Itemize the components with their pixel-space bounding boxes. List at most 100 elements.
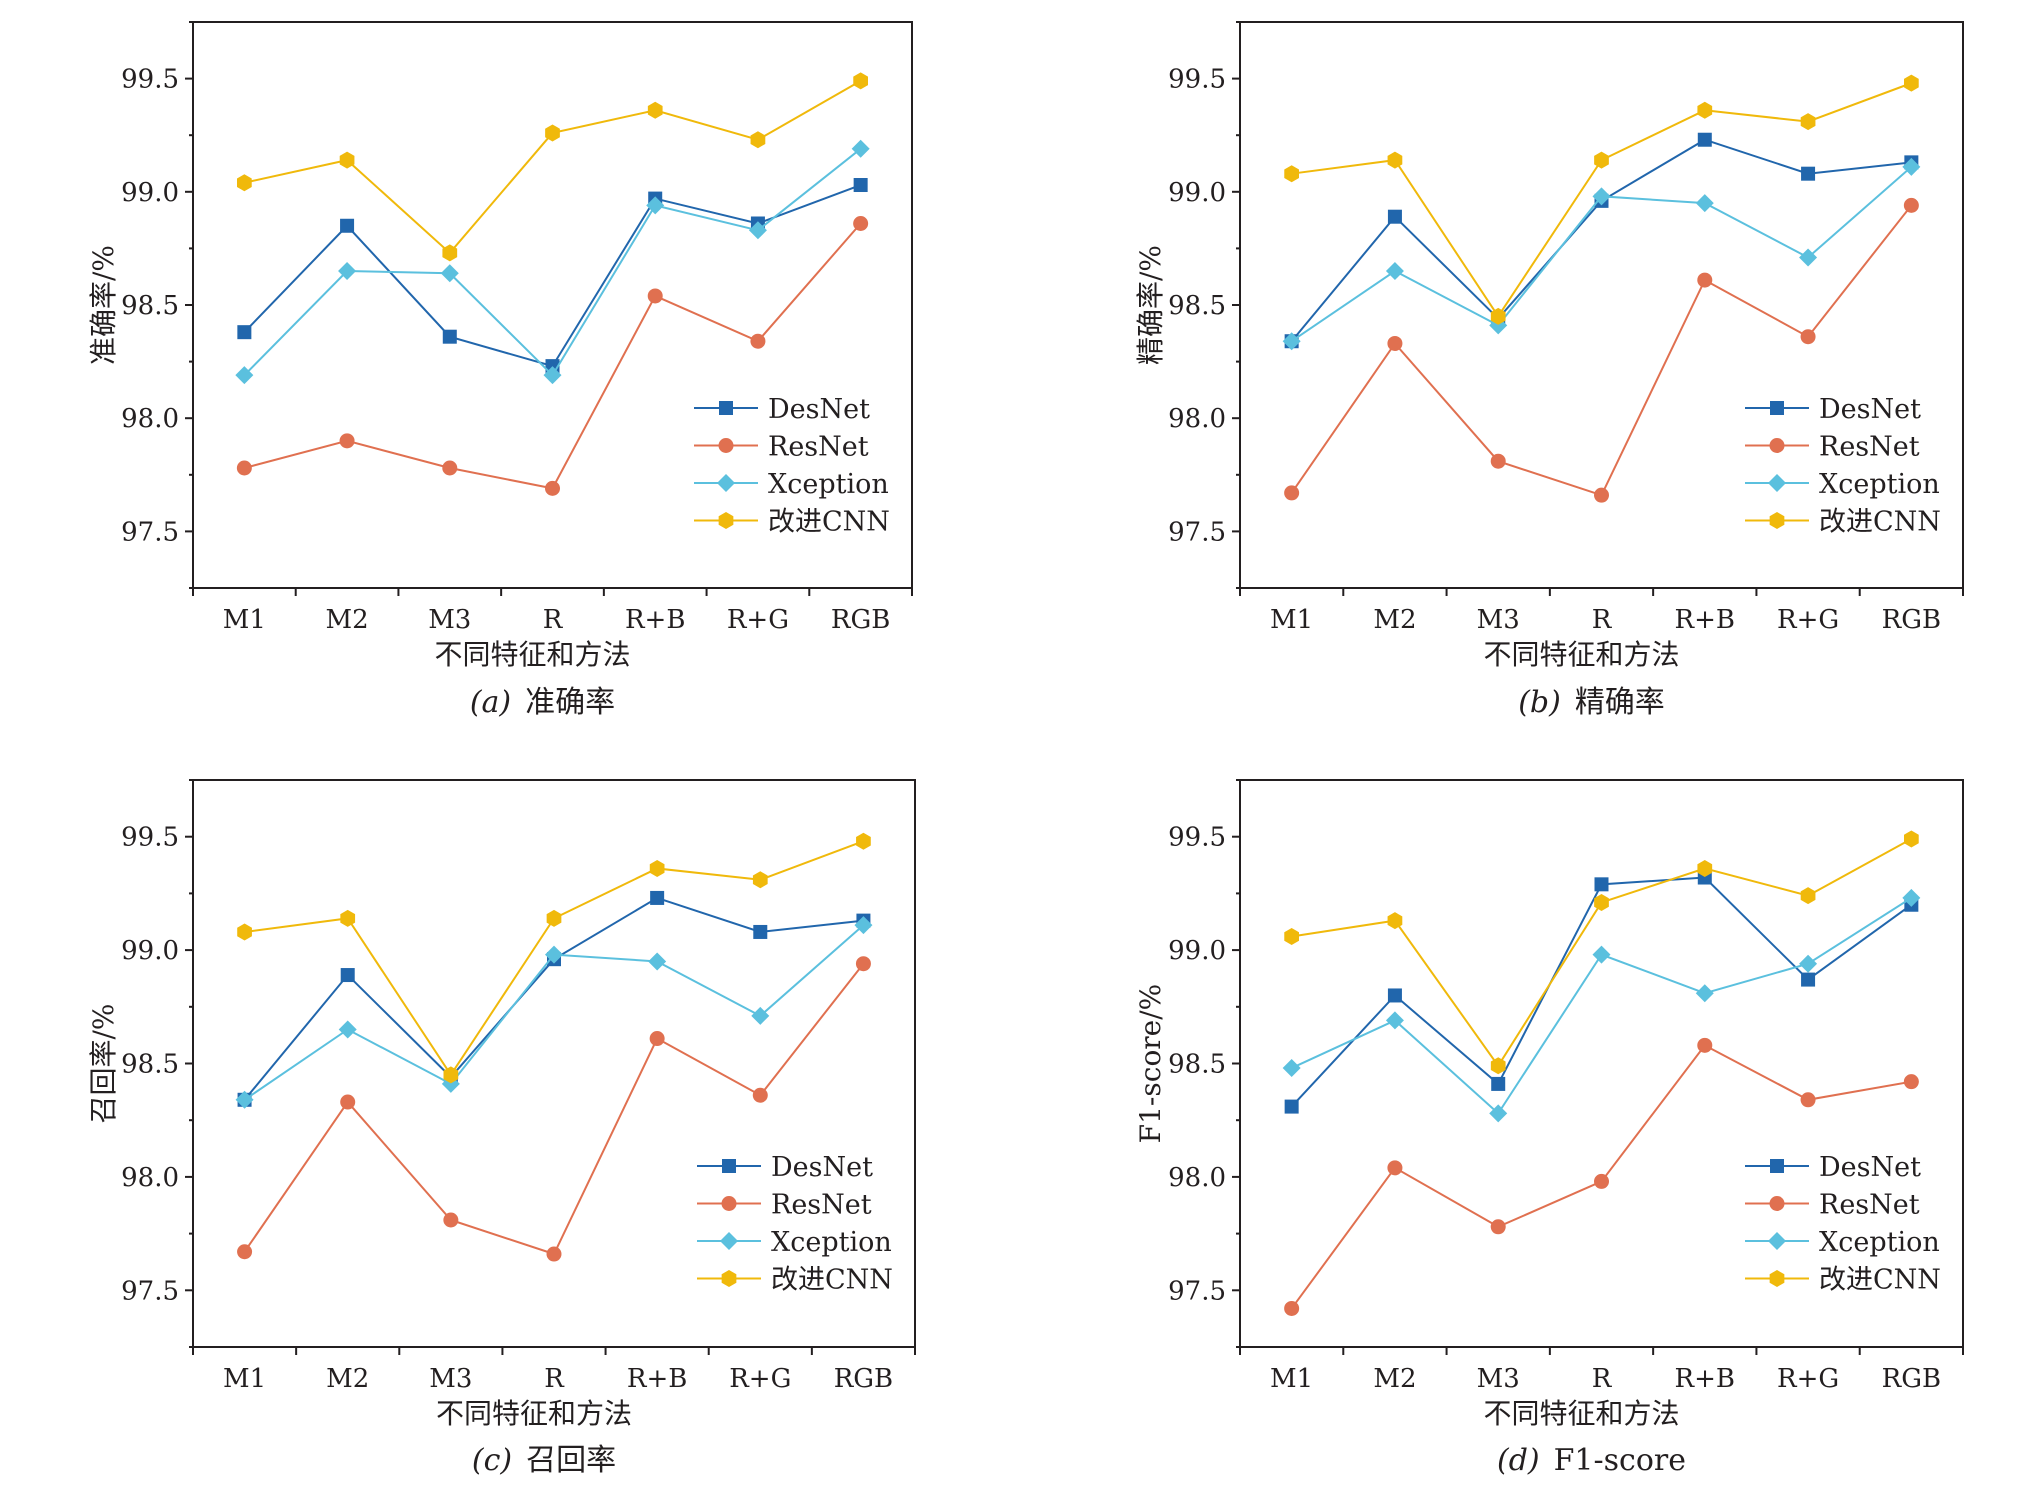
chart-panel-2: 97.5 98.0 98.5 99.0 99.5 M1 M2 M3 R R+B R+G RGB 不同特征… (1134, 21, 1964, 720)
x-tick-label: R (543, 605, 564, 635)
y-axis-title: 精确率/% (1134, 245, 1167, 365)
plot-frame (1239, 779, 1964, 1348)
data-point-Xception (1799, 248, 1818, 267)
data-point-改进CNN (1697, 101, 1713, 119)
x-tick-label: M2 (325, 605, 368, 635)
data-point-改进CNN (545, 124, 560, 142)
y-tick-label: 98.0 (121, 1163, 179, 1193)
legend-marker (721, 1270, 737, 1287)
x-tick-label: R (1592, 605, 1613, 635)
y-tick-label: 99.5 (121, 823, 179, 853)
x-tick-label: R+B (625, 605, 685, 635)
legend-label: Xception (1819, 469, 1940, 500)
x-tick-label: R+G (1777, 605, 1839, 635)
y-axis-title: F1-score/% (1134, 984, 1167, 1144)
data-point-Xception (1385, 262, 1404, 281)
data-point-ResNet (1594, 1173, 1609, 1189)
data-point-DesNet (1801, 166, 1816, 181)
data-point-DesNet (650, 890, 665, 905)
data-point-ResNet (855, 956, 871, 972)
x-tick-label: R+B (627, 1364, 687, 1394)
x-tick-label: R+B (1675, 1364, 1735, 1394)
data-point-ResNet (236, 460, 252, 476)
data-point-Xception (235, 366, 254, 385)
data-point-改进CNN (1904, 830, 1919, 848)
legend-label: DesNet (771, 1152, 873, 1183)
data-point-改进CNN (853, 72, 868, 90)
x-tick-label: R+G (1777, 1364, 1839, 1394)
legend-label: DesNet (1819, 394, 1921, 425)
x-tick-label: M3 (428, 605, 471, 635)
legend-label: DesNet (768, 394, 870, 425)
data-point-改进CNN (856, 832, 871, 850)
legend-label: Xception (1819, 1227, 1940, 1258)
x-axis-title: 不同特征和方法 (1483, 638, 1679, 671)
caption: (d) F1-score (1497, 1443, 1686, 1478)
series-line-改进CNN (244, 79, 862, 255)
x-tick-label: R+G (727, 605, 789, 635)
legend-marker (1770, 1159, 1784, 1173)
legend-marker (720, 1232, 738, 1250)
data-point-改进CNN (647, 101, 663, 119)
plot-frame (192, 779, 916, 1348)
x-tick-label: M2 (326, 1364, 369, 1394)
data-point-Xception (646, 196, 665, 215)
data-point-ResNet (1800, 1092, 1816, 1108)
legend-label: Xception (771, 1227, 892, 1258)
data-point-ResNet (853, 215, 869, 231)
series-line-Xception (243, 147, 862, 377)
caption-title: 精确率 (1575, 685, 1665, 720)
data-point-Xception (751, 1006, 770, 1025)
x-axis-title: 不同特征和方法 (434, 638, 630, 671)
data-point-ResNet (1903, 197, 1919, 213)
y-tick-label: 97.5 (1168, 1276, 1226, 1306)
data-point-改进CNN (1697, 859, 1713, 877)
x-tick-label: RGB (834, 1364, 893, 1394)
data-point-DesNet (1594, 877, 1609, 892)
data-point-ResNet (647, 288, 663, 304)
data-point-改进CNN (237, 923, 252, 941)
x-tick-label: R (1592, 1364, 1613, 1394)
y-tick-label: 98.5 (1168, 291, 1226, 321)
data-point-ResNet (1594, 487, 1609, 503)
x-tick-label: RGB (1882, 605, 1941, 635)
x-tick-label: RGB (1882, 1364, 1941, 1394)
series-line-DesNet (1290, 876, 1912, 1108)
data-point-ResNet (1490, 1219, 1506, 1235)
y-tick-label: 99.0 (1168, 936, 1226, 966)
data-point-改进CNN (649, 859, 665, 877)
data-point-DesNet (1491, 1076, 1506, 1091)
caption-title: 准确率 (525, 685, 615, 720)
data-point-改进CNN (1594, 893, 1609, 911)
caption-title: 召回率 (526, 1443, 616, 1478)
y-tick-label: 99.0 (1168, 178, 1226, 208)
data-point-改进CNN (1490, 307, 1506, 325)
legend-marker (717, 474, 735, 492)
data-point-改进CNN (1284, 927, 1299, 945)
data-point-改进CNN (1594, 151, 1609, 169)
legend-label: 改进CNN (771, 1265, 893, 1296)
data-point-改进CNN (1490, 1057, 1506, 1075)
data-point-改进CNN (1800, 887, 1816, 905)
data-point-Xception (1902, 888, 1921, 907)
data-point-Xception (1282, 1059, 1301, 1078)
legend-marker (1769, 1270, 1785, 1287)
data-point-ResNet (545, 480, 560, 496)
x-tick-label: M3 (429, 1364, 472, 1394)
data-point-DesNet (753, 924, 768, 939)
data-point-Xception (1385, 1011, 1404, 1030)
data-point-DesNet (1284, 1099, 1299, 1114)
x-tick-label: RGB (831, 605, 890, 635)
y-tick-label: 99.0 (121, 936, 179, 966)
x-tick-label: M3 (1477, 1364, 1520, 1394)
legend-label: ResNet (1819, 1190, 1920, 1221)
data-point-改进CNN (340, 909, 356, 927)
data-point-Xception (1489, 1104, 1508, 1123)
series-line-DesNet (1290, 138, 1912, 342)
data-point-ResNet (1697, 1037, 1713, 1053)
data-point-ResNet (442, 460, 458, 476)
legend-marker (722, 1159, 736, 1173)
data-point-Xception (1799, 954, 1818, 973)
data-point-ResNet (1697, 272, 1713, 288)
y-tick-label: 98.0 (1168, 404, 1226, 434)
